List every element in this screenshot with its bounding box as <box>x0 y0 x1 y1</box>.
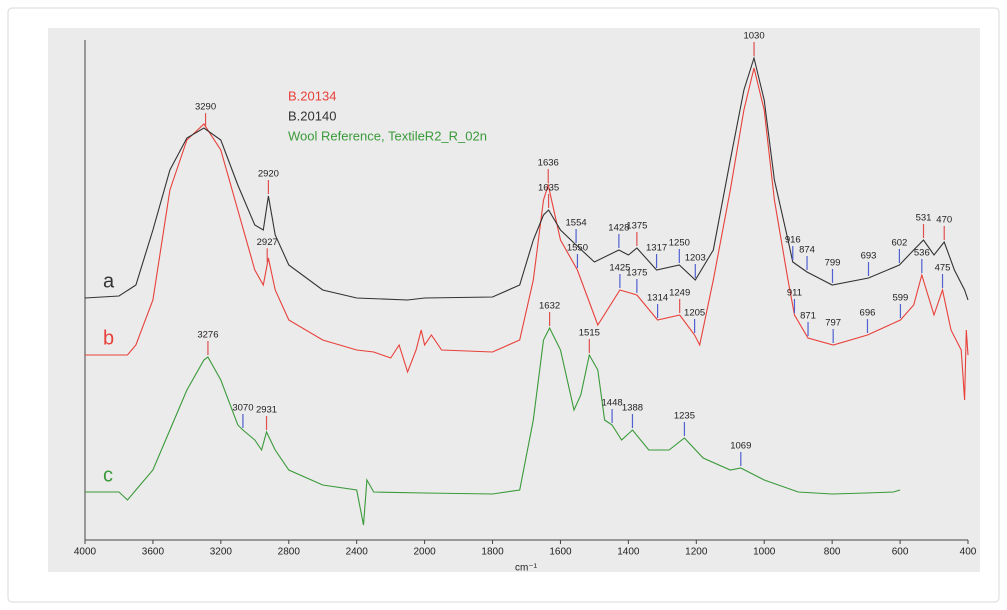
spectrum-line <box>85 67 969 401</box>
peak-label: 1428 <box>608 223 629 234</box>
peak-label: 1314 <box>647 293 668 304</box>
x-tick-label: 2800 <box>278 547 301 558</box>
peak-label: 693 <box>861 251 877 262</box>
peak-label: 475 <box>935 263 951 274</box>
x-tick-label: 3200 <box>210 547 233 558</box>
curve-label: c <box>103 464 113 486</box>
peak-label: 916 <box>785 235 801 246</box>
peak-label: 696 <box>860 308 876 319</box>
peak-label: 1388 <box>622 403 643 414</box>
peak-label: 599 <box>892 293 908 304</box>
peak-label: 2920 <box>258 169 279 180</box>
x-tick-label: 2000 <box>413 547 436 558</box>
peak-label: 799 <box>825 257 841 268</box>
legend-entry: B.20134 <box>288 88 336 103</box>
spectrum-line <box>85 326 901 526</box>
peak-label: 470 <box>936 215 952 226</box>
x-tick-label: 4000 <box>74 547 97 558</box>
peak-label: 911 <box>787 288 802 299</box>
peak-label: 1632 <box>539 301 560 312</box>
peak-label: 1250 <box>669 238 690 249</box>
x-tick-label: 1400 <box>617 547 640 558</box>
peak-label: 797 <box>825 318 841 329</box>
peak-label: 874 <box>799 245 815 256</box>
peak-label: 3070 <box>232 403 253 414</box>
x-tick-label: 600 <box>892 547 909 558</box>
peak-label: 1448 <box>602 398 623 409</box>
x-tick-label: 2400 <box>346 547 369 558</box>
peak-label: 871 <box>800 311 816 322</box>
x-tick-label: 1600 <box>549 547 572 558</box>
peak-label: 3276 <box>197 330 218 341</box>
peak-label: 531 <box>916 213 932 224</box>
peak-label: 1636 <box>538 158 559 169</box>
peak-label: 1235 <box>674 411 695 422</box>
peak-label: 1030 <box>743 31 764 42</box>
x-axis-label: cm⁻¹ <box>515 563 538 574</box>
peak-label: 1425 <box>609 263 630 274</box>
x-tick-label: 1200 <box>685 547 708 558</box>
peak-label: 1635 <box>538 183 559 194</box>
peak-label: 1554 <box>566 218 587 229</box>
curve-label: a <box>103 270 115 292</box>
x-tick-label: 1800 <box>481 547 504 558</box>
peak-label: 2927 <box>257 237 278 248</box>
spectrum-line <box>84 55 969 301</box>
peak-label: 602 <box>891 238 907 249</box>
x-tick-label: 400 <box>960 547 977 558</box>
peak-label: 3290 <box>195 102 216 113</box>
legend-entry: Wool Reference, TextileR2_R_02n <box>288 128 487 143</box>
peak-label: 1069 <box>730 441 751 452</box>
peak-label: 1203 <box>685 253 706 264</box>
peak-label: 1317 <box>646 243 667 254</box>
peak-label: 2931 <box>256 405 277 416</box>
peak-label: 1375 <box>626 268 647 279</box>
legend-entry: B.20140 <box>288 108 336 123</box>
peak-label: 1205 <box>684 308 705 319</box>
curve-label: b <box>103 327 114 349</box>
plot: 4000 3600 3200 2800 2400 2000 1800 1600 1400 1200… <box>74 31 977 558</box>
x-tick-label: 1000 <box>753 547 776 558</box>
peak-label: 1375 <box>626 221 647 232</box>
x-tick-label: 800 <box>824 547 841 558</box>
plot-background <box>48 28 980 572</box>
peak-label: 1515 <box>579 328 600 339</box>
x-tick-label: 3600 <box>142 547 165 558</box>
peak-label: 1550 <box>567 243 588 254</box>
peak-label: 1249 <box>669 288 690 299</box>
peak-label: 536 <box>914 248 930 259</box>
